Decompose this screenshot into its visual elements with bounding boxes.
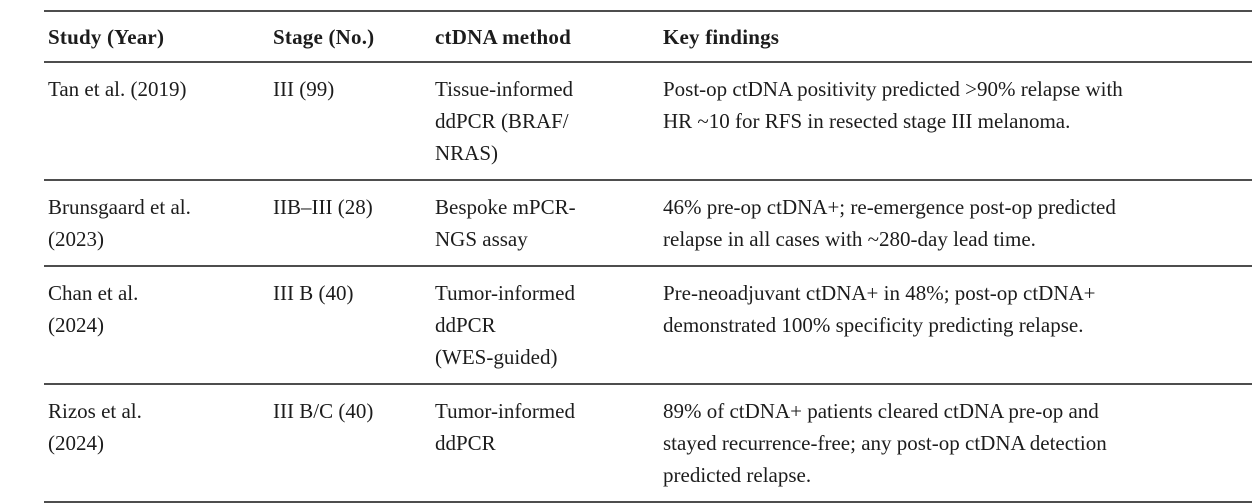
cell-findings: Post-op ctDNA positivity predicted >90% … — [659, 62, 1252, 181]
cell-study: Chan et al. (2024) — [44, 266, 269, 385]
cell-stage: III B (40) — [269, 266, 431, 385]
cell-method: Tumor-informed ddPCR (WES-guided) — [431, 266, 659, 385]
cell-stage: III B/C (40) — [269, 384, 431, 503]
cell-study: Rizos et al. (2024) — [44, 384, 269, 503]
header-cell-study: Study (Year) — [44, 11, 269, 63]
cell-findings: Pre-neoadjuvant ctDNA+ in 48%; post-op c… — [659, 266, 1252, 385]
cell-stage: III (99) — [269, 62, 431, 181]
cell-findings: 46% pre-op ctDNA+; re-emergence post-op … — [659, 180, 1252, 267]
header-cell-stage: Stage (No.) — [269, 11, 431, 63]
cell-study: Tan et al. (2019) — [44, 62, 269, 181]
cell-method: Bespoke mPCR- NGS assay — [431, 180, 659, 267]
cell-study: Brunsgaard et al. (2023) — [44, 180, 269, 267]
cell-findings: 89% of ctDNA+ patients cleared ctDNA pre… — [659, 384, 1252, 503]
cell-method: Tissue-informed ddPCR (BRAF/ NRAS) — [431, 62, 659, 181]
cell-stage: IIB–III (28) — [269, 180, 431, 267]
header-cell-method: ctDNA method — [431, 11, 659, 63]
header-cell-findings: Key findings — [659, 11, 1252, 63]
cell-method: Tumor-informed ddPCR — [431, 384, 659, 503]
table-row-chan: Chan et al. (2024) III B (40) Tumor-info… — [44, 266, 1252, 385]
table-row-rizos: Rizos et al. (2024) III B/C (40) Tumor-i… — [44, 384, 1252, 503]
table-header-row: Study (Year) Stage (No.) ctDNA method Ke… — [44, 11, 1252, 63]
ctdna-studies-table: Study (Year) Stage (No.) ctDNA method Ke… — [44, 10, 1252, 503]
table-row-brunsgaard: Brunsgaard et al. (2023) IIB–III (28) Be… — [44, 180, 1252, 267]
table-row-tan: Tan et al. (2019) III (99) Tissue-inform… — [44, 62, 1252, 181]
